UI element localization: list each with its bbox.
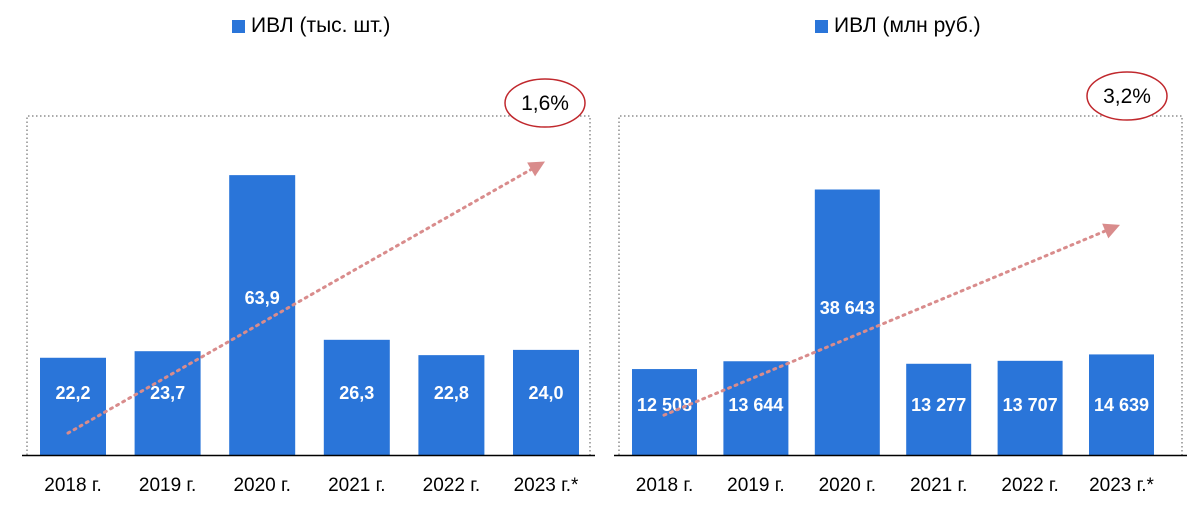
bar [323,339,390,455]
plot-frame [618,115,1183,455]
trend-arrowhead [527,161,545,177]
bar-chart-units: 22,2 23,7 63,9 26,3 22,8 24,0 2018 г. 2019 г. 20… [22,78,595,496]
cagr-ellipse [504,78,586,128]
cagr-ellipse [1086,71,1168,121]
bar [997,360,1063,455]
x-tick-label: 2021 г. [910,475,967,496]
bar [513,349,579,455]
bar [229,175,296,455]
bar [906,363,972,455]
legend-swatch [232,19,245,33]
bar-value-label: 12 508 [637,395,692,415]
bar-value-label: 13 707 [1003,395,1058,415]
chart-panel-ventilators-units: ИВЛ (тыс. шт.) 22,2 23,7 63,9 26,3 22,8 24,0 2… [22,14,595,496]
bar-value-label: 24,0 [528,383,563,403]
x-tick-label: 2022 г. [423,475,480,496]
x-tick-label: 2023 г.* [514,475,579,496]
cagr-label: 3,2% [1103,85,1151,108]
x-tick-label: 2020 г. [819,475,876,496]
legend-label: ИВЛ (тыс. шт.) [251,14,391,37]
x-tick-label: 2022 г. [1001,475,1058,496]
x-tick-label: 2021 г. [328,475,385,496]
bar-value-label: 14 639 [1094,395,1149,415]
bar-chart-rub: 12 508 13 644 38 643 13 277 13 707 14 639 2018… [614,71,1187,496]
trend-arrowhead [1102,223,1120,239]
legend: ИВЛ (млн руб.) [815,14,981,38]
legend-label: ИВЛ (млн руб.) [834,14,981,37]
bar-value-label: 22,2 [55,383,90,403]
bar-value-label: 23,7 [150,383,185,403]
bar-value-label: 63,9 [245,288,280,308]
legend: ИВЛ (тыс. шт.) [232,14,390,38]
cagr-label: 1,6% [521,92,569,115]
x-tick-label: 2018 г. [636,475,693,496]
bar [418,355,485,455]
bar [814,189,880,456]
plot-frame [26,115,591,455]
bar-value-label: 38 643 [820,298,875,318]
trend-line [662,229,1107,417]
bar [632,369,697,455]
bar-value-label: 13 644 [728,395,783,415]
chart-panel-ventilators-rub: ИВЛ (млн руб.) 12 508 13 644 38 643 13 277 1… [600,0,1200,505]
x-tick-label: 2019 г. [727,475,784,496]
x-tick-label: 2020 г. [233,475,290,496]
legend-swatch [815,19,828,33]
x-tick-label: 2023 г.* [1089,475,1154,496]
bar-value-label: 22,8 [434,383,469,403]
trend-line [66,167,533,435]
bar-value-label: 26,3 [339,383,374,403]
bar [40,357,106,455]
bar [134,351,201,455]
x-tick-label: 2019 г. [139,475,196,496]
bar-value-label: 13 277 [911,395,966,415]
x-tick-label: 2018 г. [44,475,101,496]
bar [1089,354,1154,455]
